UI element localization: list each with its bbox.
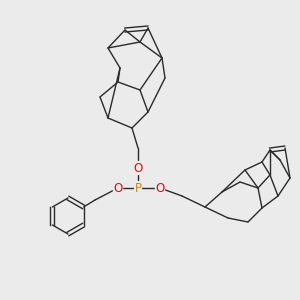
Text: O: O xyxy=(155,182,165,194)
Text: P: P xyxy=(134,182,142,194)
Text: O: O xyxy=(113,182,123,194)
Text: O: O xyxy=(134,161,142,175)
